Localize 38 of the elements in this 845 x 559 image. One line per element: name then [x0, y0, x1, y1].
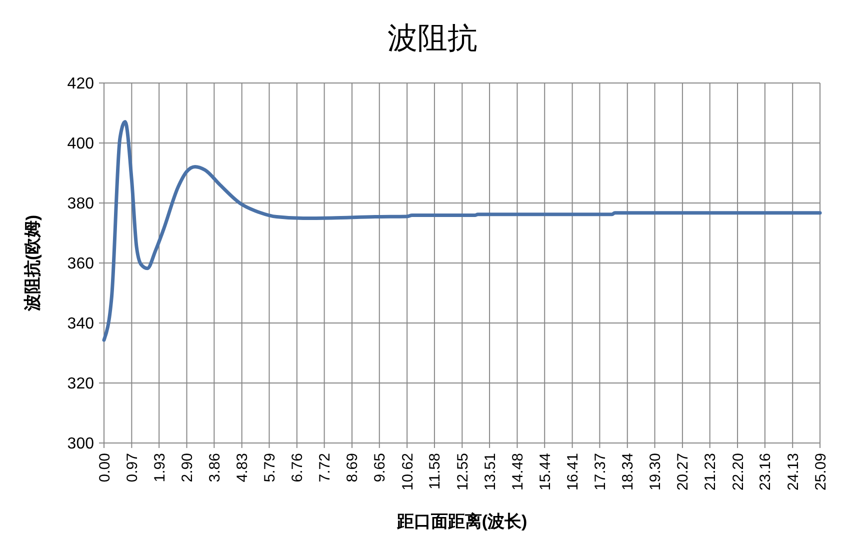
x-tick-label: 20.27: [674, 453, 692, 491]
chart-title: 波阻抗: [388, 22, 478, 55]
y-tick-label: 300: [67, 436, 94, 453]
x-tick-label: 13.51: [482, 453, 499, 491]
x-tick-label: 19.30: [647, 453, 664, 491]
x-tick-label: 6.76: [289, 453, 306, 482]
x-tick-label: 14.48: [509, 453, 526, 491]
y-tick-label: 340: [67, 316, 94, 333]
x-tick-label: 1.93: [151, 453, 168, 482]
x-tick-label: 17.37: [592, 453, 609, 491]
y-axis-title: 波阻抗(欧姆): [23, 214, 42, 312]
x-tick-label: 18.34: [620, 453, 637, 491]
y-tick-label: 360: [67, 256, 94, 273]
x-tick-label: 10.62: [399, 453, 416, 491]
x-tick-label: 0.00: [96, 453, 114, 482]
x-tick-label: 0.97: [124, 453, 141, 482]
x-tick-label: 25.09: [812, 453, 830, 491]
y-tick-label: 420: [67, 76, 94, 93]
x-tick-label: 24.13: [784, 453, 802, 491]
x-tick-label: 21.23: [702, 453, 720, 491]
x-axis-title: 距口面距离(波长): [396, 512, 528, 531]
y-tick-label: 380: [67, 196, 94, 213]
x-tick-label: 9.65: [372, 453, 389, 482]
y-tick-label: 320: [67, 376, 94, 393]
x-tick-label: 7.72: [316, 453, 334, 482]
x-tick-label: 23.16: [757, 453, 774, 491]
x-tick-label: 15.44: [536, 453, 554, 491]
x-tick-label: 3.86: [206, 453, 224, 482]
line-series: [102, 120, 822, 342]
y-tick-label: 400: [67, 136, 94, 153]
x-tick-label: 4.83: [234, 453, 252, 482]
x-tick-label: 16.41: [564, 453, 582, 491]
x-tick-label: 5.79: [261, 453, 278, 482]
x-tick-label: 11.58: [426, 453, 444, 490]
x-tick-label: 2.90: [179, 453, 196, 482]
x-tick-label: 22.20: [730, 453, 747, 491]
x-tick-label: 12.55: [454, 453, 472, 491]
x-tick-label: 8.69: [344, 453, 362, 482]
